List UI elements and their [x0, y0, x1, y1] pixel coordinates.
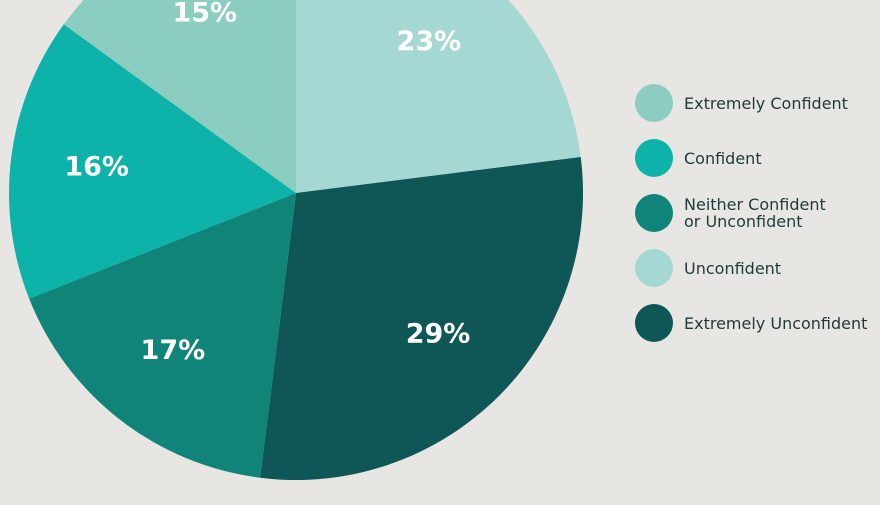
legend-item: Extremely Unconfident: [635, 304, 874, 342]
slice-label: 29%: [406, 319, 471, 350]
legend-label: Unconfident: [684, 258, 782, 278]
pie-slice: [29, 193, 297, 478]
legend-label: Confident: [684, 148, 762, 168]
pie-slice: [260, 157, 584, 480]
legend-swatch: [635, 249, 673, 287]
legend-item: Unconfident: [635, 249, 874, 287]
slice-label: 15%: [172, 0, 237, 28]
legend: Extremely Confident Confident Neither Conf…: [635, 84, 874, 359]
legend-swatch: [635, 304, 673, 342]
pie-slice: [63, 0, 296, 193]
pie-slice: [296, 0, 581, 193]
legend-swatch: [635, 84, 673, 122]
slice-label: 16%: [64, 151, 129, 182]
legend-label: Extremely Confident: [684, 93, 848, 113]
legend-item: Confident: [635, 139, 874, 177]
legend-label: Neither Confident or Unconfident: [684, 195, 826, 231]
legend-item: Extremely Confident: [635, 84, 874, 122]
slice-label: 17%: [141, 335, 206, 366]
legend-item: Neither Confident or Unconfident: [635, 194, 874, 232]
legend-swatch: [635, 139, 673, 177]
pie-slice: [8, 24, 296, 299]
legend-swatch: [635, 194, 673, 232]
slice-label: 23%: [397, 26, 462, 57]
legend-label: Extremely Unconfident: [684, 313, 868, 333]
